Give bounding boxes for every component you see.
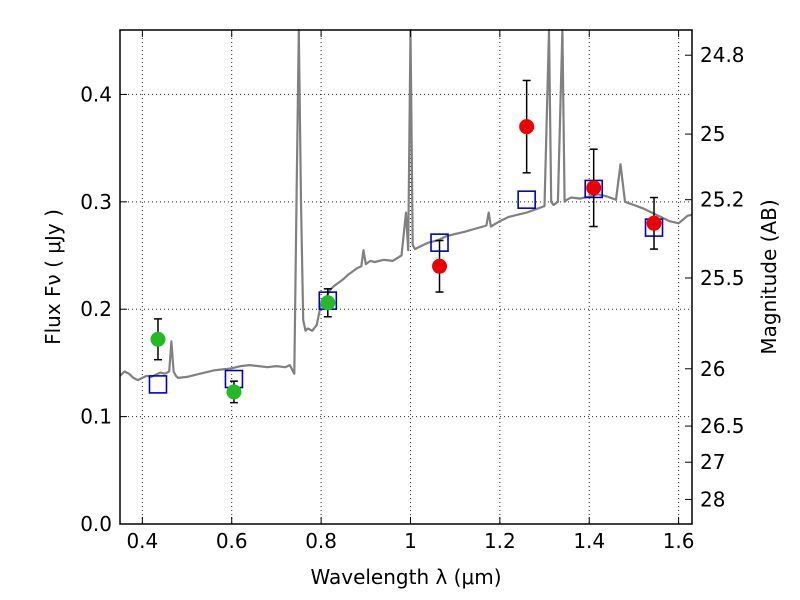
data-point-marker [150,331,166,347]
y-tick-label: 0.3 [80,190,112,214]
x-tick-label: 0.6 [216,529,248,553]
y-axis-right-label: Magnitude (AB) [757,199,781,354]
y-axis-label: Flux Fν ( μJy ) [41,209,65,345]
y-tick-label: 0.0 [80,512,112,536]
spectrum-layer [119,28,693,382]
x-tick-label: 1 [404,529,417,553]
data-point-marker [586,180,602,196]
right-tick-label: 26.5 [700,414,745,438]
x-axis-label: Wavelength λ (μm) [310,565,501,589]
right-tick-label: 28 [700,487,725,511]
model-square-marker [148,375,168,394]
x-tick-label: 1.2 [484,529,516,553]
y-tick-label: 0.2 [80,297,112,321]
right-tick-label: 24.8 [700,43,745,67]
data-point-marker [226,384,242,400]
right-tick-label: 25.2 [700,188,745,212]
x-tick-label: 1.6 [663,529,695,553]
y-tick-label: 0.1 [80,405,112,429]
right-tick-label: 25 [700,122,725,146]
data-point-marker [646,215,662,231]
plot-frame [119,29,693,525]
data-point-marker [432,258,448,274]
right-tick-label: 26 [700,357,725,381]
y-tick-label: 0.4 [80,82,112,106]
x-axis: 0.4 0.6 0.8 1 1.2 1.4 1.6 [126,30,695,553]
markers-layer [148,79,664,404]
grid [120,30,692,524]
y-axis-left: 0.0 0.1 0.2 0.3 0.4 [80,82,127,536]
data-point-marker [519,119,535,135]
right-tick-label: 27 [700,450,725,474]
spectrum-line [119,28,693,382]
right-tick-label: 25.5 [700,266,745,290]
x-tick-label: 1.4 [573,529,605,553]
data-point-marker [320,295,336,311]
model-square-marker [517,190,536,209]
x-tick-label: 0.4 [126,529,158,553]
x-tick-label: 0.8 [305,529,337,553]
y-axis-right: 24.8 25 25.2 25.5 26 26.5 27 28 [685,43,745,511]
